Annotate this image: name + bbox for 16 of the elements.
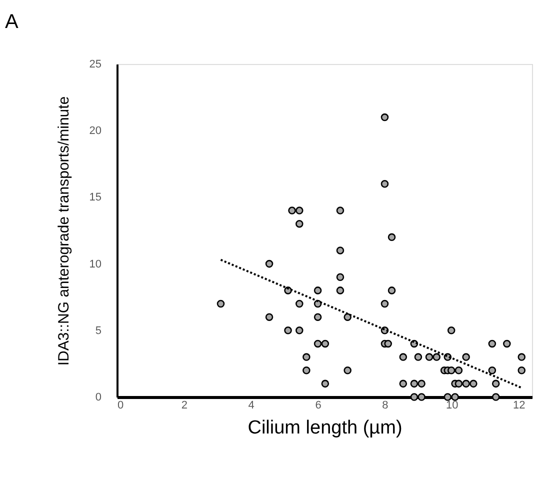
x-tick-label: 2 <box>181 400 188 412</box>
y-tick-label: 20 <box>89 125 102 138</box>
y-tick-label: 0 <box>95 392 102 404</box>
x-tick-label: 10 <box>446 400 458 412</box>
x-tick-label: 12 <box>512 400 526 412</box>
x-tick-label: 8 <box>382 400 388 412</box>
y-tick-label: 5 <box>95 324 102 337</box>
y-axis-title: IDA3::NG anterograde transports/minute <box>55 96 72 366</box>
y-tick-label: 25 <box>89 58 102 70</box>
x-tick-label: 6 <box>315 400 322 412</box>
y-tick-label: 10 <box>89 258 102 270</box>
text: A <box>5 11 19 33</box>
x-axis-title: Cilium length (µm) <box>248 418 402 438</box>
x-tick-label: 0 <box>118 400 124 412</box>
y-tick-label: 15 <box>89 192 102 204</box>
x-tick-label: 4 <box>248 400 254 412</box>
